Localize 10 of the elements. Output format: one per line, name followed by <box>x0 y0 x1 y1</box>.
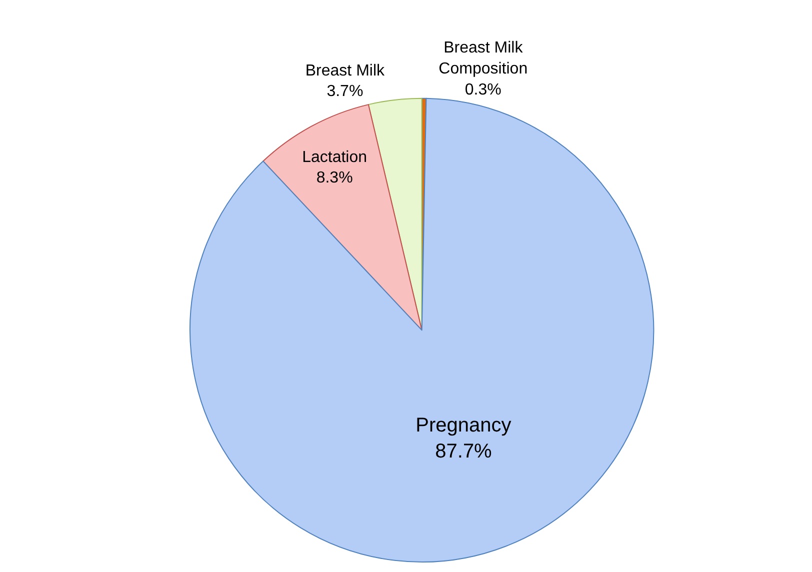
data-label: 87.7% <box>435 440 492 462</box>
slice-label: Lactation <box>302 148 368 166</box>
pie-slice <box>262 104 422 331</box>
data-label: 0.3% <box>464 81 502 98</box>
slice-label: Breast Milk Composition <box>438 40 528 78</box>
slice-label: Pregnancy <box>416 414 512 436</box>
pie-slice <box>190 98 654 562</box>
slice-label: Breast Milk <box>305 62 386 80</box>
data-label: 8.3% <box>316 170 353 187</box>
data-label: 3.7% <box>326 83 364 100</box>
